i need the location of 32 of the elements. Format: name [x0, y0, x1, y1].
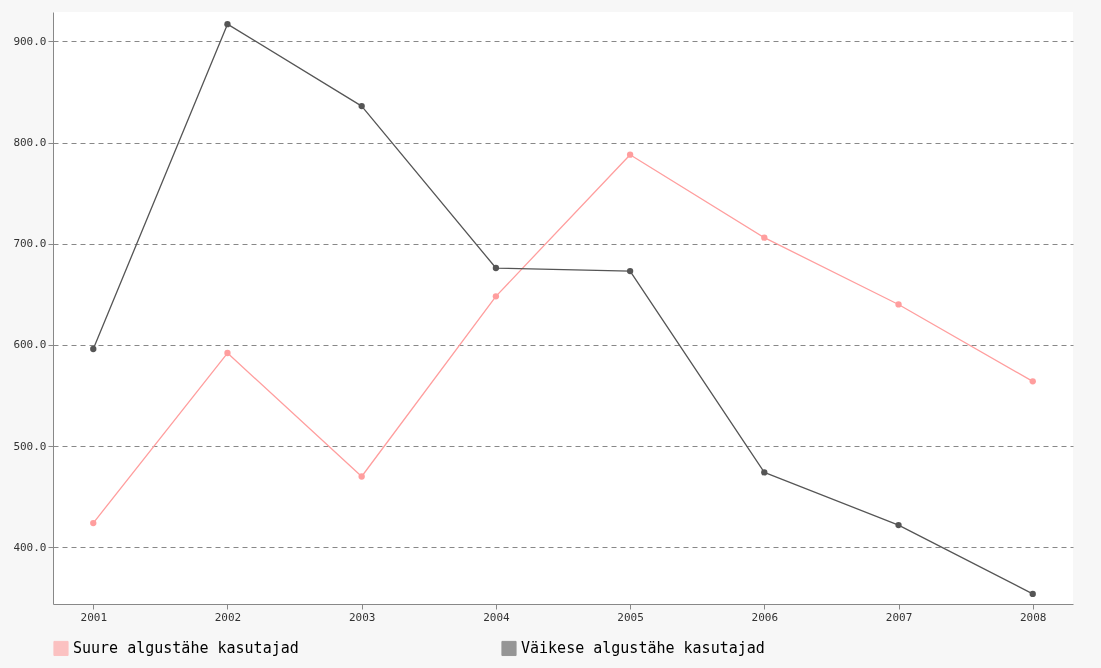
point [895, 521, 902, 529]
point [626, 151, 634, 158]
y-tick-label: 900.0 [13, 34, 47, 48]
point [90, 345, 97, 353]
x-tick-label: 2006 [751, 610, 779, 624]
y-tick-label: 700.0 [13, 237, 47, 251]
y-tick-label: 400.0 [13, 540, 47, 554]
point [492, 293, 500, 300]
point [626, 267, 634, 275]
point [895, 301, 902, 308]
point [492, 264, 500, 272]
point [761, 469, 768, 476]
point [358, 102, 365, 110]
legend-label: Suure algustähe kasutajad [73, 639, 299, 658]
y-tick-label: 800.0 [13, 136, 47, 150]
x-tick-label: 2007 [885, 610, 913, 624]
x-tick-label: 2008 [1019, 610, 1047, 624]
x-tick-label: 2003 [348, 610, 376, 624]
x-tick-label: 2001 [80, 610, 108, 624]
point [1029, 590, 1036, 598]
y-tick-label: 500.0 [13, 439, 47, 453]
point [90, 519, 97, 527]
x-tick-label: 2002 [214, 610, 242, 624]
point [1029, 378, 1036, 385]
point [224, 20, 231, 28]
point [224, 349, 231, 357]
y-tick-label: 600.0 [13, 338, 47, 352]
x-tick-label: 2004 [483, 610, 511, 624]
x-tick-label: 2005 [617, 610, 644, 624]
legend-label: Väikese algustähe kasutajad [521, 639, 765, 658]
point [761, 234, 768, 241]
point [358, 473, 365, 480]
